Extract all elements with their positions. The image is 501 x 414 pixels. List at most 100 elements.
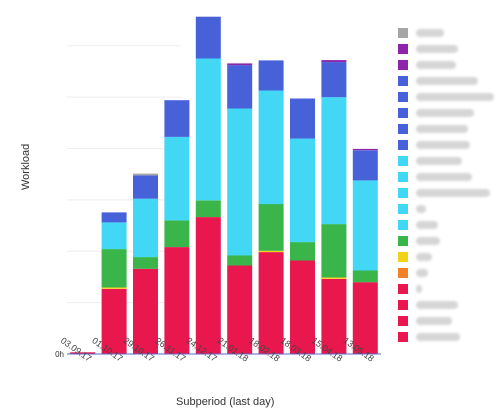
bar-segment[interactable] [352, 150, 378, 181]
legend-item[interactable] [396, 26, 500, 42]
legend-swatch [398, 300, 408, 310]
legend-item[interactable] [396, 234, 500, 250]
bar-segment[interactable] [227, 63, 253, 66]
bar-segment[interactable] [290, 242, 315, 261]
y-tick-label: 0h [55, 350, 64, 359]
bar-segment[interactable] [352, 180, 378, 271]
legend-item[interactable] [396, 250, 500, 266]
legend-swatch [398, 172, 408, 182]
legend-item[interactable] [396, 202, 500, 218]
legend-label-blurred [416, 253, 432, 261]
legend-item[interactable] [396, 154, 500, 170]
legend-item[interactable] [396, 106, 500, 122]
legend-swatch [398, 28, 408, 38]
legend-swatch [398, 204, 408, 214]
legend-label-blurred [416, 141, 470, 149]
legend-item[interactable] [396, 266, 500, 282]
bar-segment[interactable] [321, 278, 347, 354]
bar-segment[interactable] [227, 108, 253, 256]
legend-swatch [398, 76, 408, 86]
legend-swatch [398, 252, 408, 262]
legend-swatch [398, 188, 408, 198]
legend-label-blurred [416, 237, 440, 245]
bar-segment[interactable] [164, 220, 190, 248]
bar-segment[interactable] [164, 100, 190, 137]
bar-segment[interactable] [321, 277, 347, 279]
legend-item[interactable] [396, 298, 500, 314]
legend-swatch [398, 108, 408, 118]
legend-swatch [398, 156, 408, 166]
bar-segment[interactable] [164, 136, 190, 221]
legend-swatch [398, 92, 408, 102]
legend-item[interactable] [396, 170, 500, 186]
legend-item[interactable] [396, 58, 500, 74]
legend-item[interactable] [396, 74, 500, 90]
legend-item[interactable] [396, 42, 500, 58]
legend-swatch [398, 60, 408, 70]
bar-segment[interactable] [352, 282, 378, 354]
bar-segment[interactable] [352, 270, 378, 283]
bar-segment[interactable] [133, 198, 158, 258]
legend-swatch [398, 236, 408, 246]
bar-segment[interactable] [195, 200, 221, 218]
legend-item[interactable] [396, 122, 500, 138]
legend-item[interactable] [396, 330, 500, 346]
legend-label-blurred [416, 333, 460, 341]
bar-segment[interactable] [258, 90, 284, 205]
legend-label-blurred [416, 61, 456, 69]
axes: 0h [55, 350, 381, 359]
bar-segment[interactable] [70, 352, 96, 354]
bars [70, 16, 378, 355]
bar-segment[interactable] [195, 16, 221, 59]
bar-segment[interactable] [290, 98, 315, 139]
bar-segment[interactable] [258, 204, 284, 251]
legend-label-blurred [416, 269, 428, 277]
legend-label-blurred [416, 205, 426, 213]
bar-segment[interactable] [258, 250, 284, 253]
legend-item[interactable] [396, 90, 500, 106]
bar-segment[interactable] [258, 252, 284, 354]
bar-segment[interactable] [290, 260, 315, 355]
bar-segment[interactable] [101, 212, 127, 223]
bar-segment[interactable] [321, 97, 347, 225]
legend-label-blurred [416, 77, 478, 85]
bar-segment[interactable] [258, 60, 284, 91]
legend-item[interactable] [396, 282, 500, 298]
bar-segment[interactable] [352, 148, 378, 151]
legend-item[interactable] [396, 314, 500, 330]
legend-label-blurred [416, 157, 462, 165]
bar-segment[interactable] [133, 175, 158, 199]
bar-segment[interactable] [133, 268, 158, 354]
bar-segment[interactable] [101, 288, 127, 354]
x-tick-label: 03.09.17 [59, 335, 93, 363]
bar-segment[interactable] [195, 217, 221, 354]
bar-segment[interactable] [133, 173, 158, 176]
bar-segment[interactable] [133, 257, 158, 269]
legend-label-blurred [416, 93, 494, 101]
x-axis-label: Subperiod (last day) [176, 396, 275, 408]
legend-swatch [398, 124, 408, 134]
legend-swatch [398, 316, 408, 326]
bar-segment[interactable] [227, 265, 253, 355]
bar-segment[interactable] [101, 222, 127, 250]
bar-segment[interactable] [101, 249, 127, 288]
legend-swatch [398, 44, 408, 54]
legend-item[interactable] [396, 138, 500, 154]
legend-item[interactable] [396, 186, 500, 202]
bar-segment[interactable] [227, 255, 253, 266]
bar-segment[interactable] [321, 62, 347, 98]
bar-segment[interactable] [290, 138, 315, 243]
legend-label-blurred [416, 285, 422, 293]
gridlines [67, 45, 181, 304]
legend-swatch [398, 332, 408, 342]
bar-segment[interactable] [321, 60, 347, 63]
legend-item[interactable] [396, 218, 500, 234]
bar-segment[interactable] [164, 247, 190, 354]
bar-segment[interactable] [101, 287, 127, 289]
legend [396, 26, 500, 346]
bar-segment[interactable] [195, 58, 221, 201]
legend-label-blurred [416, 125, 468, 133]
bar-segment[interactable] [227, 65, 253, 109]
bar-segment[interactable] [321, 224, 347, 278]
legend-swatch [398, 220, 408, 230]
